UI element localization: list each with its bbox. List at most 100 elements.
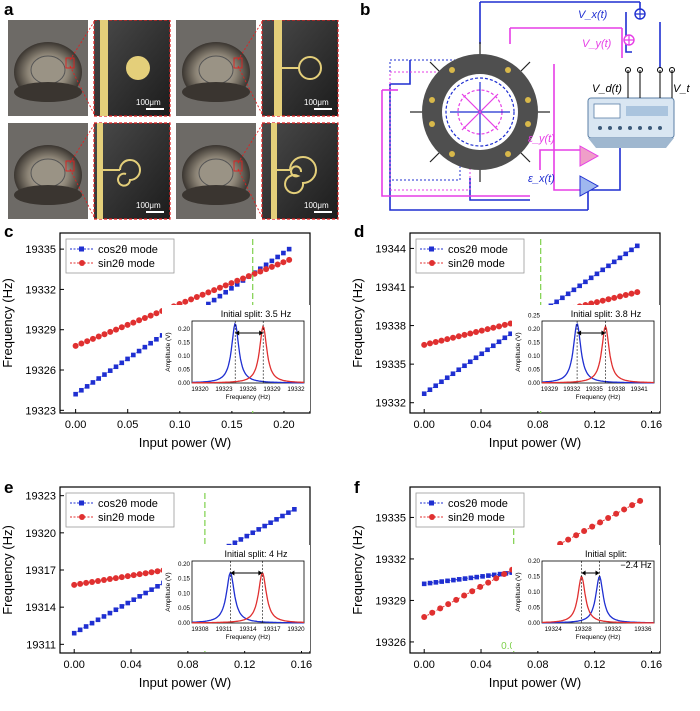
data-point-sin2theta: [438, 337, 445, 344]
data-point-cos2theta: [89, 620, 95, 626]
data-point-sin2theta: [444, 336, 451, 343]
lock-in-amplifier: [587, 97, 675, 148]
data-point-sin2theta: [453, 596, 460, 603]
data-point-cos2theta: [456, 577, 462, 582]
data-point-cos2theta: [496, 339, 502, 345]
x-axis-label: Input power (W): [139, 675, 231, 690]
data-point-cos2theta: [250, 530, 256, 536]
inset-peak-curve: [542, 575, 654, 624]
device-photo-3: [8, 123, 88, 219]
data-point-cos2theta: [623, 251, 629, 257]
inset-x-tick-label: 19320: [191, 386, 209, 393]
data-point-cos2theta: [84, 384, 90, 389]
inset-peak-curve: [192, 571, 304, 624]
data-point-cos2theta: [244, 533, 250, 539]
x-tick-label: 0.08: [527, 419, 548, 431]
data-point-cos2theta: [456, 367, 462, 373]
inset-x-tick-label: 19323: [215, 386, 233, 393]
data-point-sin2theta: [268, 263, 275, 270]
data-point-sin2theta: [205, 289, 212, 296]
data-point-sin2theta: [634, 289, 641, 296]
chart-f: 0.00 0.04 0.08 0.12 0.16 19326 19329 19332 19335…: [350, 486, 662, 690]
data-point-cos2theta: [90, 380, 96, 385]
data-point-cos2theta: [491, 572, 497, 578]
inset-title: Initial split: 3.5 Hz: [221, 309, 292, 319]
y-axis-label: Frequency (Hz): [0, 278, 15, 368]
data-point-cos2theta: [474, 574, 480, 580]
y-tick-label: 19335: [375, 512, 406, 524]
inset-arrowhead-left: [230, 570, 235, 576]
data-point-sin2theta: [89, 335, 96, 342]
y-tick-label: 19326: [25, 365, 56, 377]
inset-y-tick-label: 0.05: [178, 605, 191, 612]
data-point-cos2theta: [229, 286, 234, 291]
data-point-sin2theta: [467, 330, 474, 337]
legend-box: [415, 492, 525, 528]
data-point-cos2theta: [136, 348, 142, 354]
data-point-cos2theta: [486, 573, 491, 578]
data-point-cos2theta: [508, 331, 513, 337]
chart-e: 0.00 0.04 0.08 0.12 0.16 19311 19314 19317 19320…: [0, 486, 312, 690]
data-point-cos2theta: [131, 352, 136, 358]
inset-y-tick-label: 0.05: [528, 367, 541, 374]
data-point-sin2theta: [84, 338, 91, 345]
legend: cos2θ mode sin2θ mode: [415, 492, 525, 528]
data-point-sin2theta: [490, 324, 497, 331]
data-point-sin2theta: [605, 515, 612, 522]
data-point-cos2theta: [83, 624, 89, 629]
device-photo-4: [176, 123, 256, 219]
inset-y-tick-label: 0.15: [528, 574, 541, 581]
legend-box: [415, 238, 525, 274]
x-tick-label: 0.04: [470, 659, 491, 671]
data-point-cos2theta: [234, 282, 240, 287]
data-point-cos2theta: [113, 364, 119, 370]
inset-y-tick-label: 0.25: [528, 313, 541, 320]
data-point-sin2theta: [473, 329, 480, 336]
label-vy: V_y(t): [582, 38, 612, 50]
panel-a-photos: [8, 20, 339, 220]
data-point-cos2theta: [502, 335, 508, 341]
inset-x-label: Frequency (Hz): [226, 634, 271, 641]
inset-x-tick-label: 19332: [287, 386, 305, 393]
data-point-sin2theta: [106, 576, 113, 583]
inset-peak-curve: [542, 324, 654, 384]
inset-y-tick-label: 0.20: [178, 561, 191, 568]
data-point-cos2theta: [71, 630, 77, 636]
data-point-sin2theta: [421, 341, 428, 348]
y-tick-label: 19323: [25, 491, 56, 503]
inset-y-tick-label: 0.15: [178, 576, 191, 583]
data-point-cos2theta: [554, 299, 559, 305]
data-point-cos2theta: [268, 520, 273, 525]
data-point-sin2theta: [71, 581, 78, 588]
inset-spectrum: Initial split:−2.4 Hz 19324 19328 19332 1933…: [512, 545, 660, 651]
device-photo-1: [8, 20, 88, 116]
data-point-cos2theta: [95, 617, 101, 623]
data-point-cos2theta: [421, 581, 427, 587]
data-point-cos2theta: [634, 243, 640, 249]
data-point-cos2theta: [629, 247, 634, 253]
inset-x-label: Frequency (Hz): [576, 634, 621, 641]
data-point-cos2theta: [275, 254, 280, 260]
inset-y-tick-label: 0.15: [178, 340, 191, 347]
data-point-cos2theta: [96, 376, 102, 381]
inset-frame: [191, 320, 305, 384]
x-tick-label: 0.04: [120, 659, 141, 671]
data-point-cos2theta: [600, 267, 606, 273]
data-point-cos2theta: [588, 275, 594, 281]
panel-letter-e: e: [4, 478, 14, 497]
data-point-cos2theta: [223, 289, 228, 295]
data-point-sin2theta: [142, 570, 149, 577]
data-point-cos2theta: [565, 291, 571, 297]
legend-label: sin2θ mode: [448, 512, 505, 524]
data-point-sin2theta: [437, 605, 444, 612]
x-tick-label: 0.16: [641, 419, 662, 431]
x-tick-label: 0.05: [117, 419, 138, 431]
x-axis-label: Input power (W): [489, 675, 581, 690]
inset-x-tick-label: 19308: [191, 626, 209, 633]
inset-x-tick-label: 19329: [541, 386, 559, 393]
ring-resonator: [410, 42, 550, 182]
data-point-sin2theta: [263, 266, 270, 273]
x-tick-label: 0.12: [234, 659, 255, 671]
data-point-sin2theta: [222, 282, 229, 289]
data-point-sin2theta: [124, 321, 131, 328]
